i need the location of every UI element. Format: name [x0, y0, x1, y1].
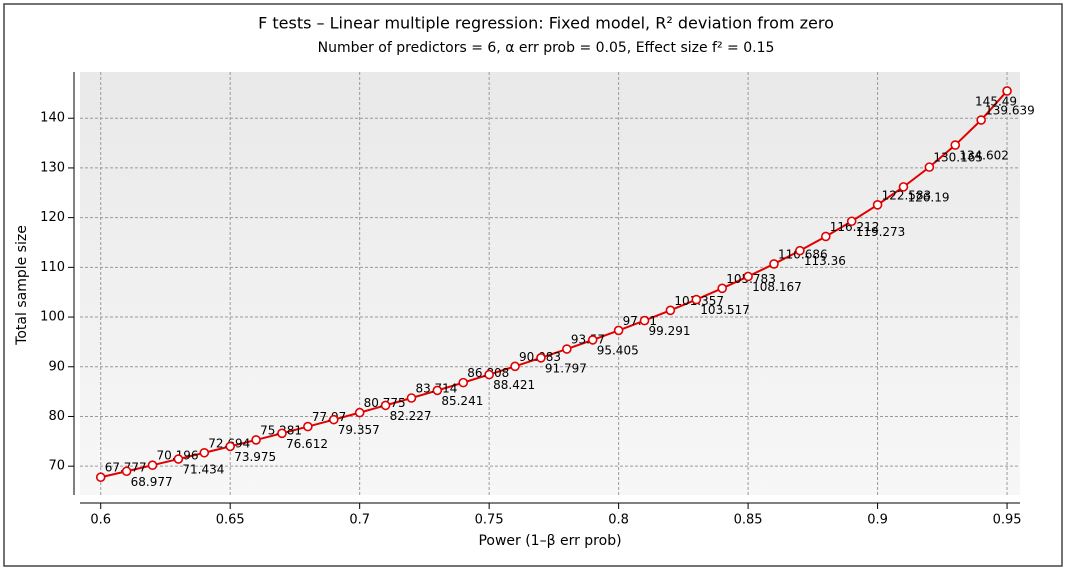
x-tick-label: 0.6: [90, 513, 111, 528]
data-label: 71.434: [182, 463, 224, 477]
data-label: 116.212: [830, 220, 880, 234]
y-axis-label: Total sample size: [14, 225, 30, 346]
data-point: [173, 454, 184, 464]
plot-area: [80, 72, 1020, 495]
data-point: [432, 385, 443, 396]
data-label: 134.602: [959, 149, 1009, 163]
data-point: [536, 353, 546, 363]
data-point: [950, 140, 961, 150]
data-point: [820, 231, 831, 242]
data-point: [743, 271, 753, 282]
chart-title: F tests – Linear multiple regression: Fi…: [258, 14, 834, 33]
data-point: [251, 435, 261, 445]
data-point: [924, 162, 935, 172]
data-label: 122.583: [882, 188, 932, 202]
data-label: 91.797: [545, 361, 587, 375]
x-tick-label: 0.7: [349, 513, 370, 528]
data-point: [354, 407, 365, 418]
data-point: [846, 216, 857, 227]
data-point: [613, 325, 624, 336]
data-label: 99.291: [649, 324, 691, 338]
data-label: 130.165: [933, 151, 983, 165]
data-label: 113.36: [804, 254, 846, 268]
data-point: [225, 441, 235, 452]
x-tick-label: 0.75: [475, 513, 504, 528]
data-point: [303, 421, 313, 432]
data-label: 119.273: [856, 225, 906, 239]
data-point: [458, 377, 469, 388]
data-point: [872, 200, 883, 210]
data-point: [95, 472, 106, 483]
data-label: 68.977: [131, 475, 173, 489]
y-tick-label: 140: [40, 111, 65, 126]
data-label: 77.97: [312, 410, 346, 424]
data-point: [795, 245, 805, 256]
x-tick-label: 0.8: [608, 513, 629, 528]
data-label: 88.421: [493, 378, 535, 392]
data-point: [665, 305, 676, 316]
data-point: [510, 361, 520, 372]
data-point: [328, 414, 339, 425]
data-point: [121, 466, 132, 477]
x-tick-label: 0.95: [993, 513, 1022, 528]
data-label: 108.167: [752, 280, 802, 294]
data-point: [717, 283, 728, 294]
data-point: [898, 182, 909, 192]
data-label: 76.612: [286, 437, 328, 451]
y-tick-label: 80: [48, 409, 65, 424]
y-tick-label: 110: [40, 260, 65, 275]
data-point: [562, 344, 572, 354]
data-point: [976, 115, 986, 125]
y-tick-label: 70: [48, 459, 65, 474]
chart-subtitle: Number of predictors = 6, α err prob = 0…: [318, 40, 775, 56]
data-label: 79.357: [338, 423, 380, 437]
data-label: 95.405: [597, 343, 639, 357]
data-point: [147, 460, 158, 470]
data-label: 103.517: [700, 303, 750, 317]
x-axis-label: Power (1–β err prob): [478, 533, 621, 549]
data-point: [484, 369, 494, 380]
data-label: 82.227: [390, 409, 432, 423]
data-point: [639, 315, 650, 326]
data-label: 139.639: [985, 104, 1035, 118]
data-point: [1002, 86, 1012, 96]
data-point: [277, 428, 287, 439]
y-tick-label: 90: [48, 359, 65, 374]
y-tick-label: 100: [40, 310, 65, 325]
data-label: 126.19: [907, 190, 949, 204]
data-point: [199, 447, 210, 458]
x-tick-label: 0.65: [216, 513, 245, 528]
x-tick-label: 0.9: [867, 513, 888, 528]
data-point: [380, 400, 391, 411]
y-tick-label: 120: [40, 210, 65, 225]
y-tick-label: 130: [40, 160, 65, 175]
data-point: [406, 393, 417, 403]
data-point: [769, 259, 779, 269]
data-point: [587, 335, 598, 345]
data-point: [691, 294, 702, 305]
x-tick-label: 0.85: [734, 513, 763, 528]
data-label: 85.241: [441, 394, 483, 408]
data-label: 145.49: [975, 94, 1017, 108]
data-label: 73.975: [234, 450, 276, 464]
